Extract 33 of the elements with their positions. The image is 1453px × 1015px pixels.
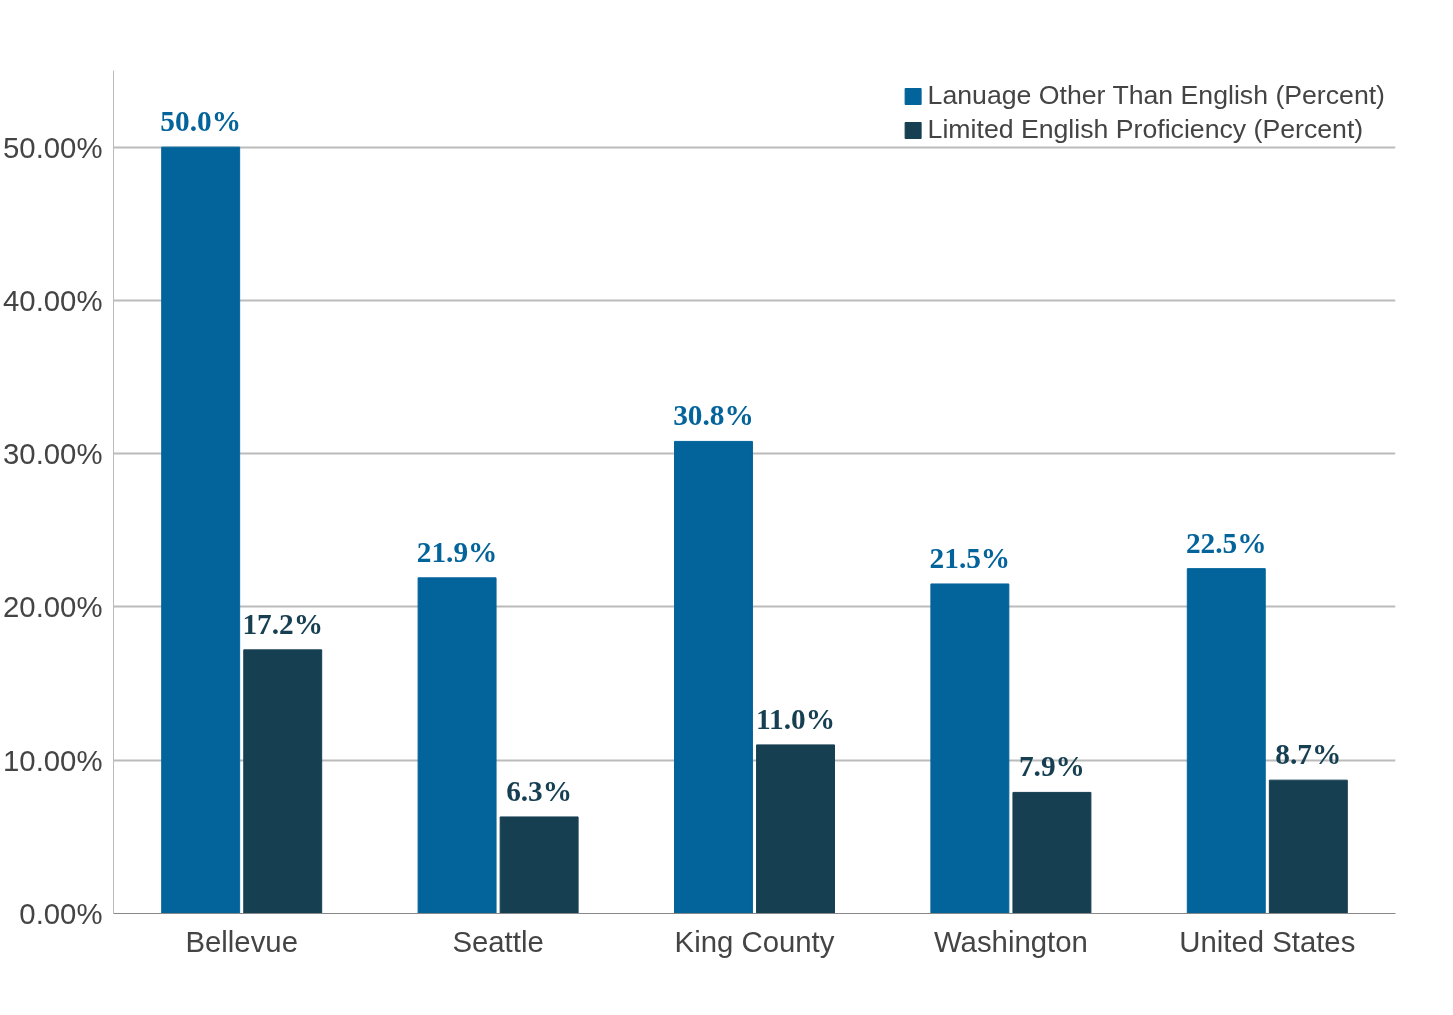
legend-label: Limited English Proficiency (Percent)	[927, 114, 1364, 145]
x-tick-label: Bellevue	[185, 924, 298, 958]
bar	[243, 649, 323, 914]
data-label: 50.0%	[160, 105, 242, 138]
legend-label: Lanuage Other Than English (Percent)	[927, 80, 1385, 111]
x-tick-label: King County	[674, 924, 835, 958]
bar	[1186, 568, 1266, 914]
y-tick-label: 50.00%	[3, 130, 103, 164]
data-label: 11.0%	[756, 702, 836, 735]
x-tick-label: Washington	[934, 924, 1088, 958]
data-label: 17.2%	[242, 607, 324, 640]
x-tick-label: United States	[1179, 924, 1356, 958]
data-label: 22.5%	[1185, 526, 1267, 559]
data-label: 21.9%	[416, 535, 498, 568]
y-tick-label: 30.00%	[3, 437, 103, 471]
bar	[1012, 791, 1092, 914]
bar	[674, 440, 753, 914]
bar	[417, 577, 497, 914]
bar	[499, 816, 579, 914]
bar	[161, 146, 241, 914]
data-label: 21.5%	[929, 541, 1011, 574]
data-label: 8.7%	[1275, 738, 1342, 771]
y-tick-label: 10.00%	[3, 743, 103, 777]
y-tick-label: 20.00%	[3, 590, 103, 624]
bar	[756, 744, 835, 914]
data-label: 7.9%	[1018, 750, 1085, 783]
bar	[1268, 779, 1348, 914]
data-label: 30.8%	[673, 399, 754, 432]
data-label: 6.3%	[506, 774, 573, 807]
x-tick-label: Seattle	[452, 924, 544, 958]
y-tick-label: 0.00%	[19, 897, 103, 930]
bar	[930, 583, 1010, 914]
y-tick-label: 40.00%	[3, 283, 103, 317]
